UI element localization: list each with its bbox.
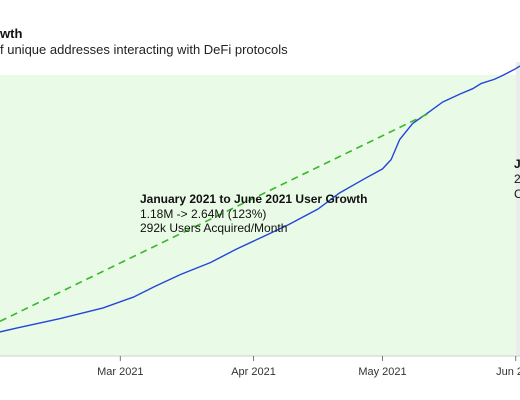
annotation-rate: 292k Users Acquired/Month (140, 221, 287, 235)
post-period-shade (515, 62, 520, 356)
x-tick-label: Apr 2021 (231, 366, 276, 378)
side-annotation-line-3: C (514, 187, 520, 201)
series-line (0, 65, 520, 333)
x-tick-label: Mar 2021 (97, 366, 143, 378)
shaded-period (0, 75, 516, 356)
chart-title: wth (0, 26, 22, 41)
annotation-growth: 1.18M -> 2.64M (123%) (140, 207, 266, 221)
annotation-heading: January 2021 to June 2021 User Growth (140, 192, 367, 206)
plot-area: Mar 2021 Apr 2021 May 2021 Jun 202 (0, 62, 520, 378)
x-tick-label: Jun 202 (496, 366, 520, 378)
x-tick-label: May 2021 (358, 366, 406, 378)
side-annotation-line-2: 2 (514, 172, 520, 186)
trend-line (0, 112, 431, 323)
chart-subtitle: f unique addresses interacting with DeFi… (0, 42, 288, 57)
annotation-box: January 2021 to June 2021 User Growth 1.… (140, 192, 367, 235)
side-annotation: J 2 C (514, 157, 520, 201)
side-annotation-line-1: J (514, 157, 520, 171)
